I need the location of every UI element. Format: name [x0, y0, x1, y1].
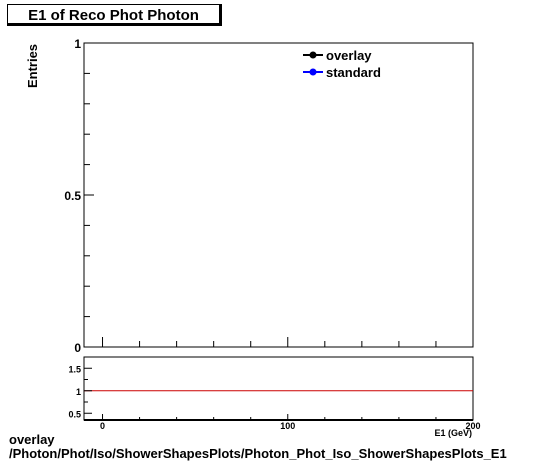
main-axes: 0 0.5 1 Entries [25, 37, 474, 355]
ratio-y-tick-label: 0.5 [68, 409, 81, 419]
ratio-y-tick-label: 1 [76, 387, 81, 397]
x-tick-label: 100 [280, 421, 295, 431]
y-axis-label: Entries [25, 44, 40, 88]
legend-marker [309, 51, 317, 59]
footer-path: /Photon/Phot/Iso/ShowerShapesPlots/Photo… [9, 446, 507, 461]
legend-label: overlay [326, 48, 372, 63]
x-tick-label: 0 [100, 421, 105, 431]
y-tick-label: 0.5 [64, 189, 81, 203]
y-tick-label: 1 [74, 37, 81, 51]
chart-title-box: E1 of Reco Phot Photon [7, 4, 222, 26]
ratio-y-tick-label: 1.5 [68, 364, 81, 374]
x-axis-label: E1 (GeV) [434, 428, 472, 438]
chart-title: E1 of Reco Phot Photon [28, 7, 199, 24]
footer-label: overlay [9, 432, 55, 447]
main-plot-frame [83, 42, 474, 348]
legend-marker [309, 68, 317, 76]
legend: overlay standard [303, 48, 381, 80]
ratio-plot-frame [83, 356, 474, 421]
x-tick-label: 200 [465, 421, 480, 431]
ratio-frame [83, 356, 474, 421]
y-tick-label: 0 [74, 341, 81, 355]
main-frame [83, 42, 474, 348]
legend-label: standard [326, 65, 381, 80]
